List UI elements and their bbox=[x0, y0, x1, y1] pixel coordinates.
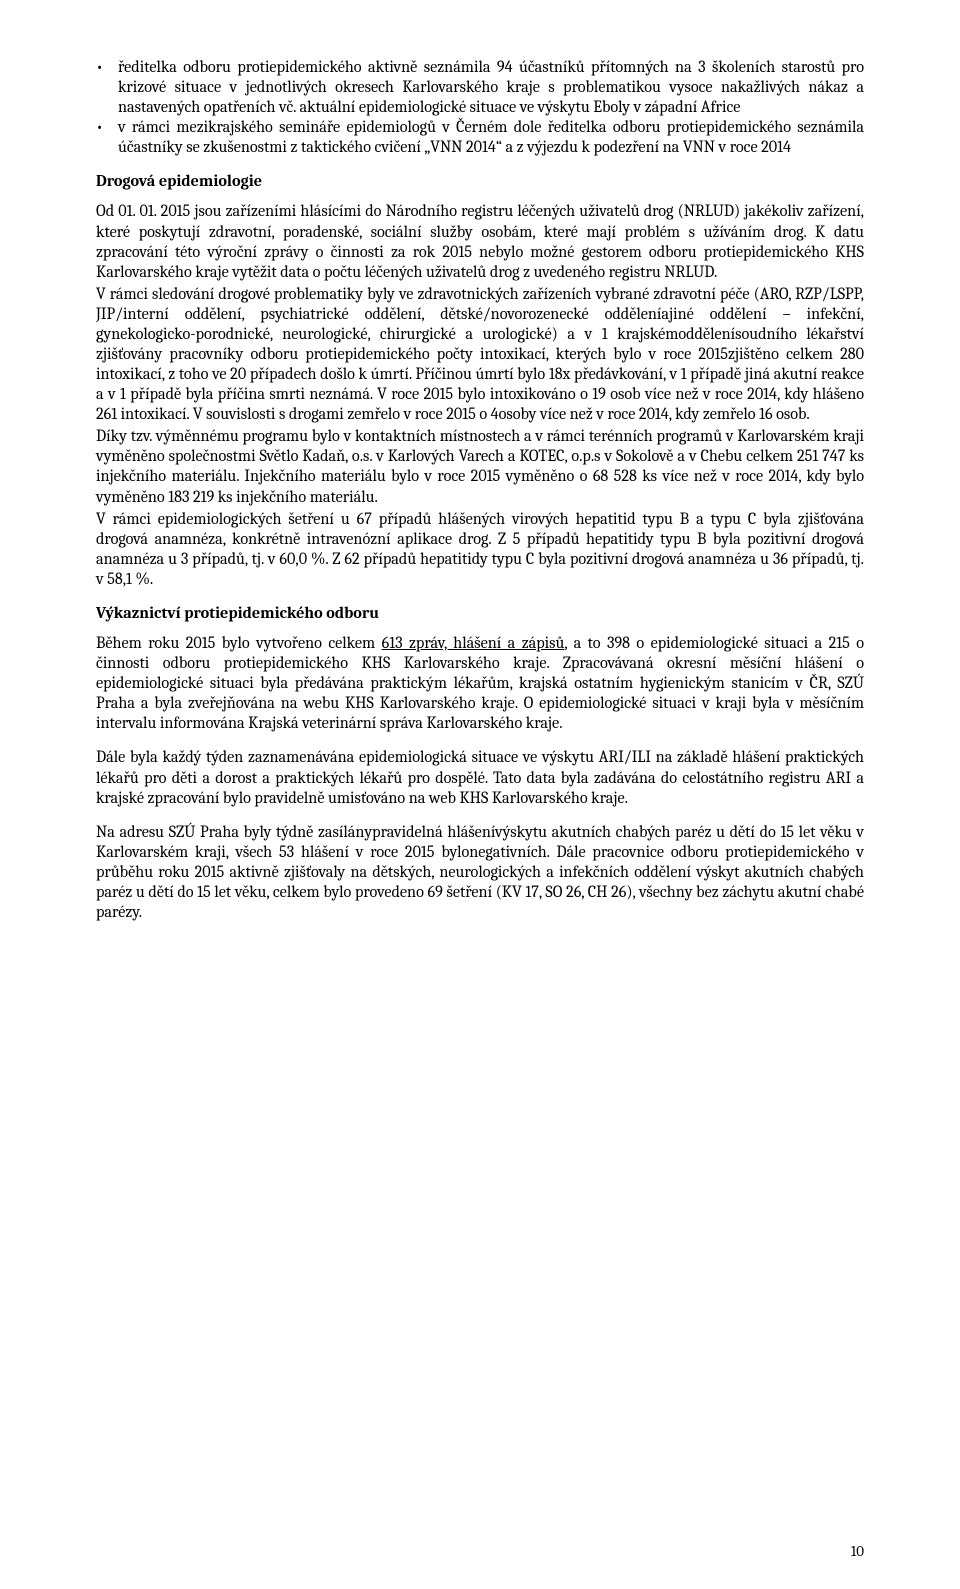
underlined-text: 613 zpráv, hlášení a zápisů bbox=[382, 634, 565, 653]
paragraph: Během roku 2015 bylo vytvořeno celkem 61… bbox=[96, 634, 864, 734]
paragraph: Dále byla každý týden zaznamenávána epid… bbox=[96, 748, 864, 808]
section-heading-reporting: Výkaznictví protiepidemického odboru bbox=[96, 604, 864, 624]
text-run: Během roku 2015 bylo vytvořeno celkem bbox=[96, 634, 382, 653]
section-heading-drug-epidemiology: Drogová epidemiologie bbox=[96, 172, 864, 192]
bullet-item: • ředitelka odboru protiepidemického akt… bbox=[96, 58, 864, 118]
paragraph: Od 01. 01. 2015 jsou zařízeními hlásícím… bbox=[96, 202, 864, 282]
paragraph: V rámci epidemiologických šetření u 67 p… bbox=[96, 510, 864, 590]
bullet-list: • ředitelka odboru protiepidemického akt… bbox=[96, 58, 864, 158]
paragraph: Díky tzv. výměnnému programu bylo v kont… bbox=[96, 427, 864, 507]
bullet-mark: • bbox=[96, 118, 118, 158]
paragraph: V rámci sledování drogové problematiky b… bbox=[96, 285, 864, 426]
bullet-mark: • bbox=[96, 58, 118, 118]
paragraph: Na adresu SZÚ Praha byly týdně zasílányp… bbox=[96, 823, 864, 923]
document-page: • ředitelka odboru protiepidemického akt… bbox=[0, 0, 960, 1589]
bullet-text: ředitelka odboru protiepidemického aktiv… bbox=[118, 58, 864, 118]
page-number: 10 bbox=[851, 1542, 864, 1561]
bullet-text: v rámci mezikrajského semináře epidemiol… bbox=[118, 118, 864, 158]
bullet-item: • v rámci mezikrajského semináře epidemi… bbox=[96, 118, 864, 158]
